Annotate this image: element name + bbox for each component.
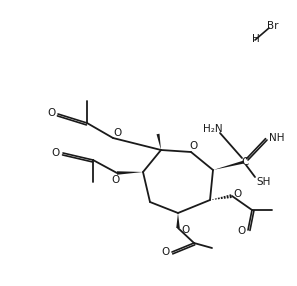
Text: O: O bbox=[237, 226, 245, 236]
Text: O: O bbox=[161, 247, 169, 257]
Text: H₂N: H₂N bbox=[203, 124, 223, 134]
Text: NH: NH bbox=[269, 133, 285, 143]
Text: O: O bbox=[52, 148, 60, 158]
Polygon shape bbox=[176, 213, 180, 228]
Text: O: O bbox=[234, 189, 242, 199]
Text: C: C bbox=[241, 157, 249, 167]
Polygon shape bbox=[213, 160, 244, 170]
Text: O: O bbox=[113, 128, 121, 138]
Text: SH: SH bbox=[256, 177, 270, 187]
Text: O: O bbox=[190, 141, 198, 151]
Text: O: O bbox=[112, 175, 120, 185]
Polygon shape bbox=[157, 134, 161, 150]
Polygon shape bbox=[117, 171, 143, 175]
Text: H: H bbox=[252, 34, 260, 44]
Text: Br: Br bbox=[267, 21, 279, 31]
Text: O: O bbox=[47, 108, 55, 118]
Text: O: O bbox=[182, 225, 190, 235]
